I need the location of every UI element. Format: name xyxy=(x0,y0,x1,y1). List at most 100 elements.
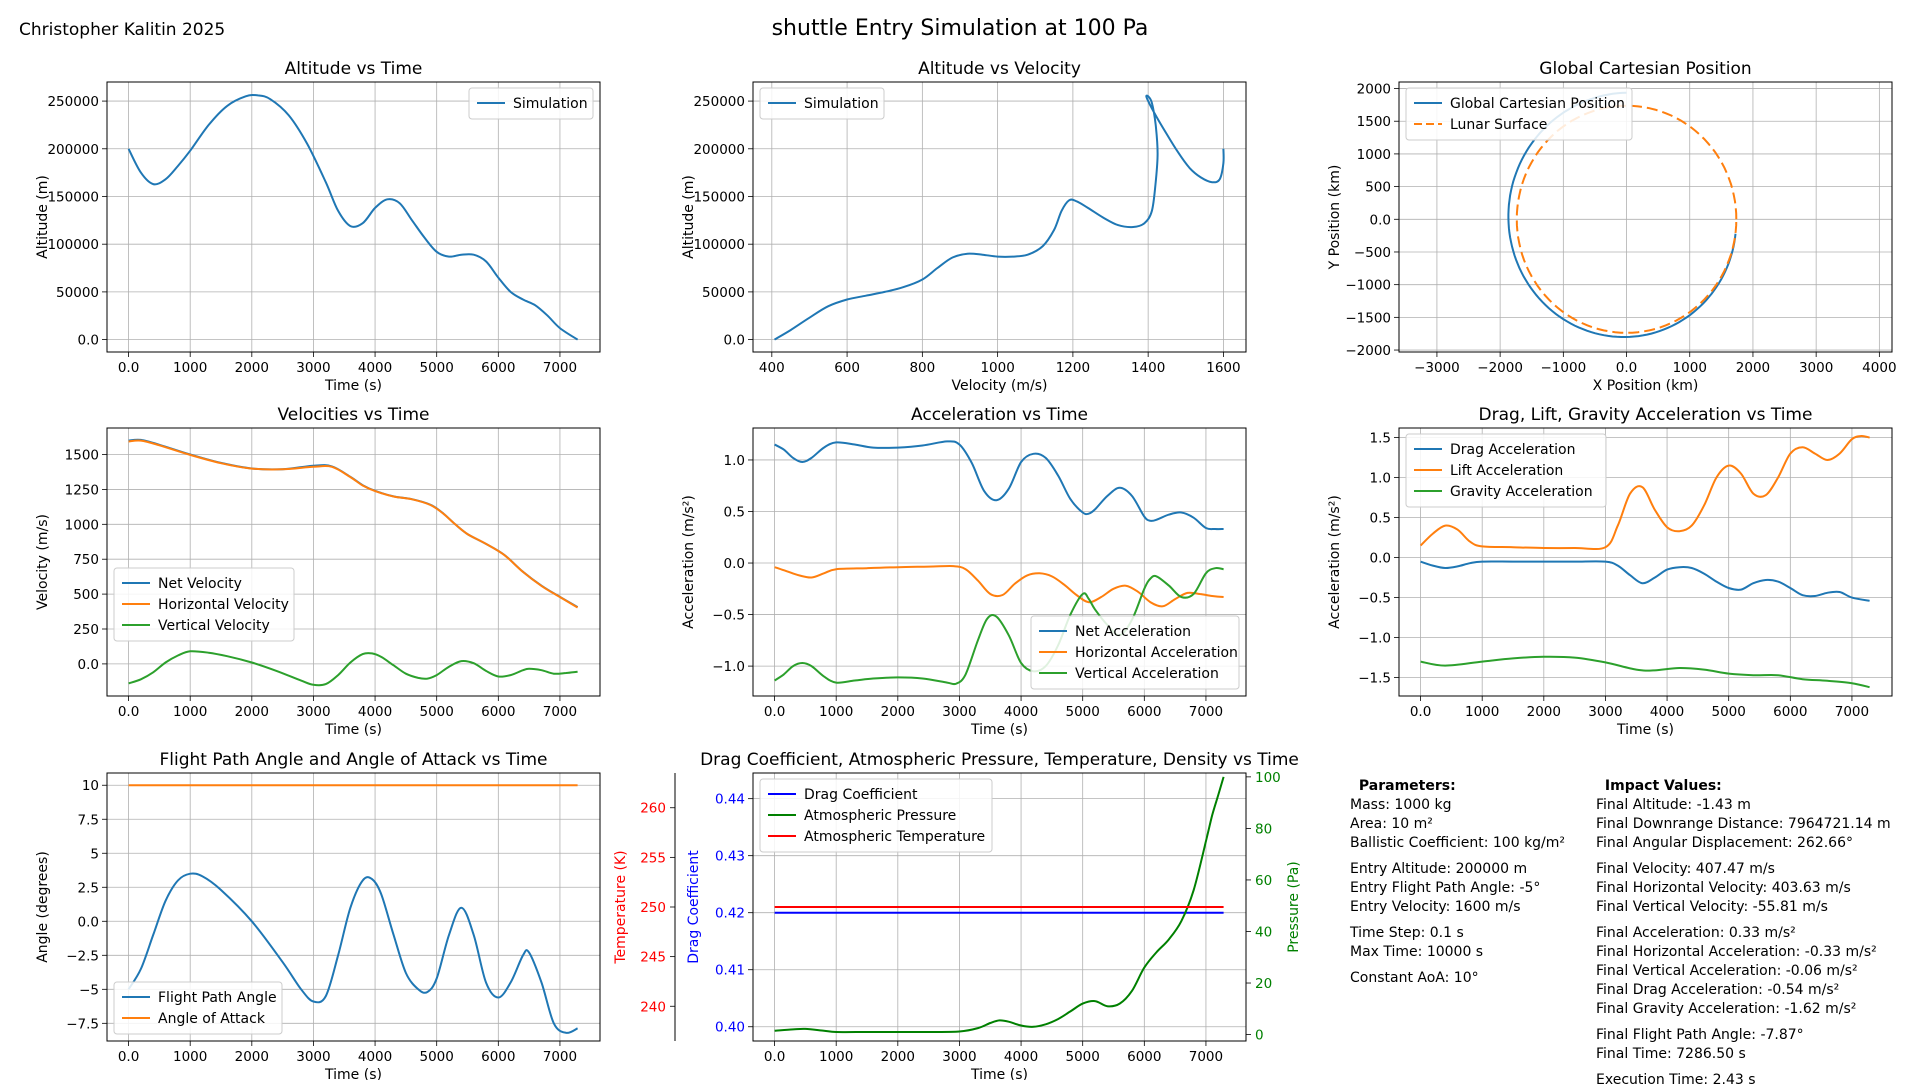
impact-line xyxy=(1596,853,1891,860)
impact-line xyxy=(1596,1064,1891,1071)
y-tick-label: 2.5 xyxy=(78,880,99,896)
series-line-net-acceleration xyxy=(774,440,1224,531)
params-line: Entry Altitude: 200000 m xyxy=(1350,861,1528,877)
legend-label: Global Cartesian Position xyxy=(1450,96,1625,112)
y-tick-label: 1500 xyxy=(1357,114,1391,130)
params-line: Time Step: 0.1 s xyxy=(1350,925,1464,941)
impact-line: Final Downrange Distance: 7964721.14 m xyxy=(1596,816,1891,832)
temperature-tick-label: 255 xyxy=(640,850,666,866)
y-tick-label: 1250 xyxy=(65,482,99,498)
y-tick-label: 0.0 xyxy=(78,333,99,349)
y-tick-label: −1.0 xyxy=(1358,631,1391,647)
x-tick-label: 1000 xyxy=(1465,704,1499,720)
y-tick-label: 1.0 xyxy=(1370,471,1391,487)
y-tick-label: 1.5 xyxy=(1370,431,1391,447)
chart-title: Velocities vs Time xyxy=(278,405,430,425)
y-axis-label: Acceleration (m/s²) xyxy=(681,495,697,629)
pressure-tick-label: 40 xyxy=(1255,924,1272,940)
y-axis-label: Drag Coefficient xyxy=(686,850,702,964)
legend-label: Simulation xyxy=(804,96,879,112)
series-line-horizontal-acceleration xyxy=(774,564,1224,608)
x-tick-label: 2000 xyxy=(881,1049,915,1065)
x-tick-label: 6000 xyxy=(1127,704,1161,720)
x-axis-label: Time (s) xyxy=(324,1067,382,1080)
pressure-tick-label: 80 xyxy=(1255,821,1272,837)
x-tick-label: 5000 xyxy=(1712,704,1746,720)
impact-heading: Impact Values: xyxy=(1604,778,1722,794)
x-tick-label: 0.0 xyxy=(764,704,785,720)
x-tick-label: 3000 xyxy=(296,360,330,376)
pressure-tick-label: 20 xyxy=(1255,976,1272,992)
x-tick-label: 6000 xyxy=(481,1049,515,1065)
legend-label: Gravity Acceleration xyxy=(1450,484,1593,500)
y-tick-label: 0.0 xyxy=(724,333,745,349)
series-layer xyxy=(128,438,579,687)
y-tick-label: 500 xyxy=(73,587,99,603)
impact-line: Final Vertical Acceleration: -0.06 m/s² xyxy=(1596,963,1858,979)
x-tick-label: 2000 xyxy=(235,360,269,376)
y-axis-label: Angle (degrees) xyxy=(35,851,51,963)
x-axis-label: Time (s) xyxy=(970,722,1028,738)
y-tick-label: 150000 xyxy=(693,189,745,205)
x-tick-label: 5000 xyxy=(420,360,454,376)
figure-title: shuttle Entry Simulation at 100 Pa xyxy=(771,16,1149,41)
x-tick-label: 4000 xyxy=(1004,1049,1038,1065)
y-tick-label: −1.5 xyxy=(1358,671,1391,687)
impact-values-panel: Impact Values: Final Altitude: -1.43 m Fi… xyxy=(1596,758,1891,1090)
legend-label: Horizontal Velocity xyxy=(158,597,289,613)
x-tick-label: 2000 xyxy=(881,704,915,720)
x-axis-label: Time (s) xyxy=(1616,722,1674,738)
x-tick-label: 4000 xyxy=(358,704,392,720)
series-line-lift-acceleration xyxy=(1419,434,1870,551)
x-tick-label: 1000 xyxy=(819,704,853,720)
x-tick-label: 2000 xyxy=(235,704,269,720)
x-tick-label: 7000 xyxy=(1189,1049,1223,1065)
y-tick-label: 0.42 xyxy=(715,906,745,922)
legend-box xyxy=(759,778,993,853)
legend: Drag Coefficient Atmospheric Pressure Atmo… xyxy=(759,778,993,853)
params-line xyxy=(1350,917,1565,924)
x-tick-label: 2000 xyxy=(235,1049,269,1065)
y-tick-label: 250000 xyxy=(693,94,745,110)
axes-frame xyxy=(1398,427,1893,697)
legend: Net Velocity Horizontal Velocity Vertical … xyxy=(113,567,295,642)
legend-label: Drag Coefficient xyxy=(804,787,918,803)
axes-frame xyxy=(752,772,1247,1042)
legend-box xyxy=(759,87,885,120)
x-tick-label: 6000 xyxy=(481,704,515,720)
temperature-tick-label: 260 xyxy=(640,801,666,817)
legend-label: Lift Acceleration xyxy=(1450,463,1563,479)
y-tick-label: −1500 xyxy=(1345,310,1391,326)
x-axis-label: Time (s) xyxy=(324,378,382,394)
x-tick-label: 5000 xyxy=(420,704,454,720)
y-tick-label: 100000 xyxy=(693,237,745,253)
y-tick-label: 0.0 xyxy=(78,657,99,673)
params-line xyxy=(1350,962,1565,969)
x-tick-label: 1000 xyxy=(173,1049,207,1065)
series-layer xyxy=(127,94,579,341)
x-tick-label: 6000 xyxy=(481,360,515,376)
series-layer xyxy=(774,776,1225,1034)
temperature-axis-label: Temperature (K) xyxy=(613,850,629,964)
parameters-heading: Parameters: xyxy=(1358,778,1456,794)
x-tick-label: 0.0 xyxy=(118,1049,139,1065)
y-tick-label: 0.0 xyxy=(1370,212,1391,228)
y-tick-label: −2.5 xyxy=(66,948,99,964)
x-tick-label: 0.0 xyxy=(1410,704,1431,720)
x-tick-label: 1000 xyxy=(1673,360,1707,376)
y-tick-label: −1.0 xyxy=(712,659,745,675)
legend: Global Cartesian Position Lunar Surface xyxy=(1405,87,1633,141)
x-tick-label: 5000 xyxy=(420,1049,454,1065)
legend-label: Net Velocity xyxy=(158,576,242,592)
y-axis-label: Acceleration (m/s²) xyxy=(1327,495,1343,629)
chart-alt_time: Altitude vs Time 0.0 1000 2000 3000 4000 5000 6… xyxy=(35,59,601,394)
legend-label: Atmospheric Temperature xyxy=(804,829,985,845)
impact-line: Final Horizontal Acceleration: -0.33 m/s… xyxy=(1596,944,1877,960)
x-tick-label: 0.0 xyxy=(118,704,139,720)
x-axis-label: Time (s) xyxy=(970,1067,1028,1080)
axes-frame xyxy=(752,81,1247,353)
axes-frame xyxy=(106,772,601,1042)
chart-vel_time: Velocities vs Time 0.0 1000 2000 3000 4000 500… xyxy=(35,405,601,738)
legend-box xyxy=(113,981,283,1035)
parameters-panel: Parameters: Mass: 1000 kg Area: 10 m² Ball… xyxy=(1350,758,1565,988)
